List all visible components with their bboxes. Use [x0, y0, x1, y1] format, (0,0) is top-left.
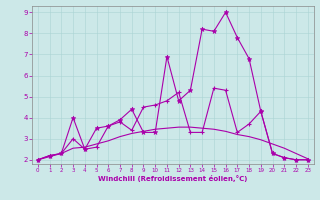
- X-axis label: Windchill (Refroidissement éolien,°C): Windchill (Refroidissement éolien,°C): [98, 175, 247, 182]
